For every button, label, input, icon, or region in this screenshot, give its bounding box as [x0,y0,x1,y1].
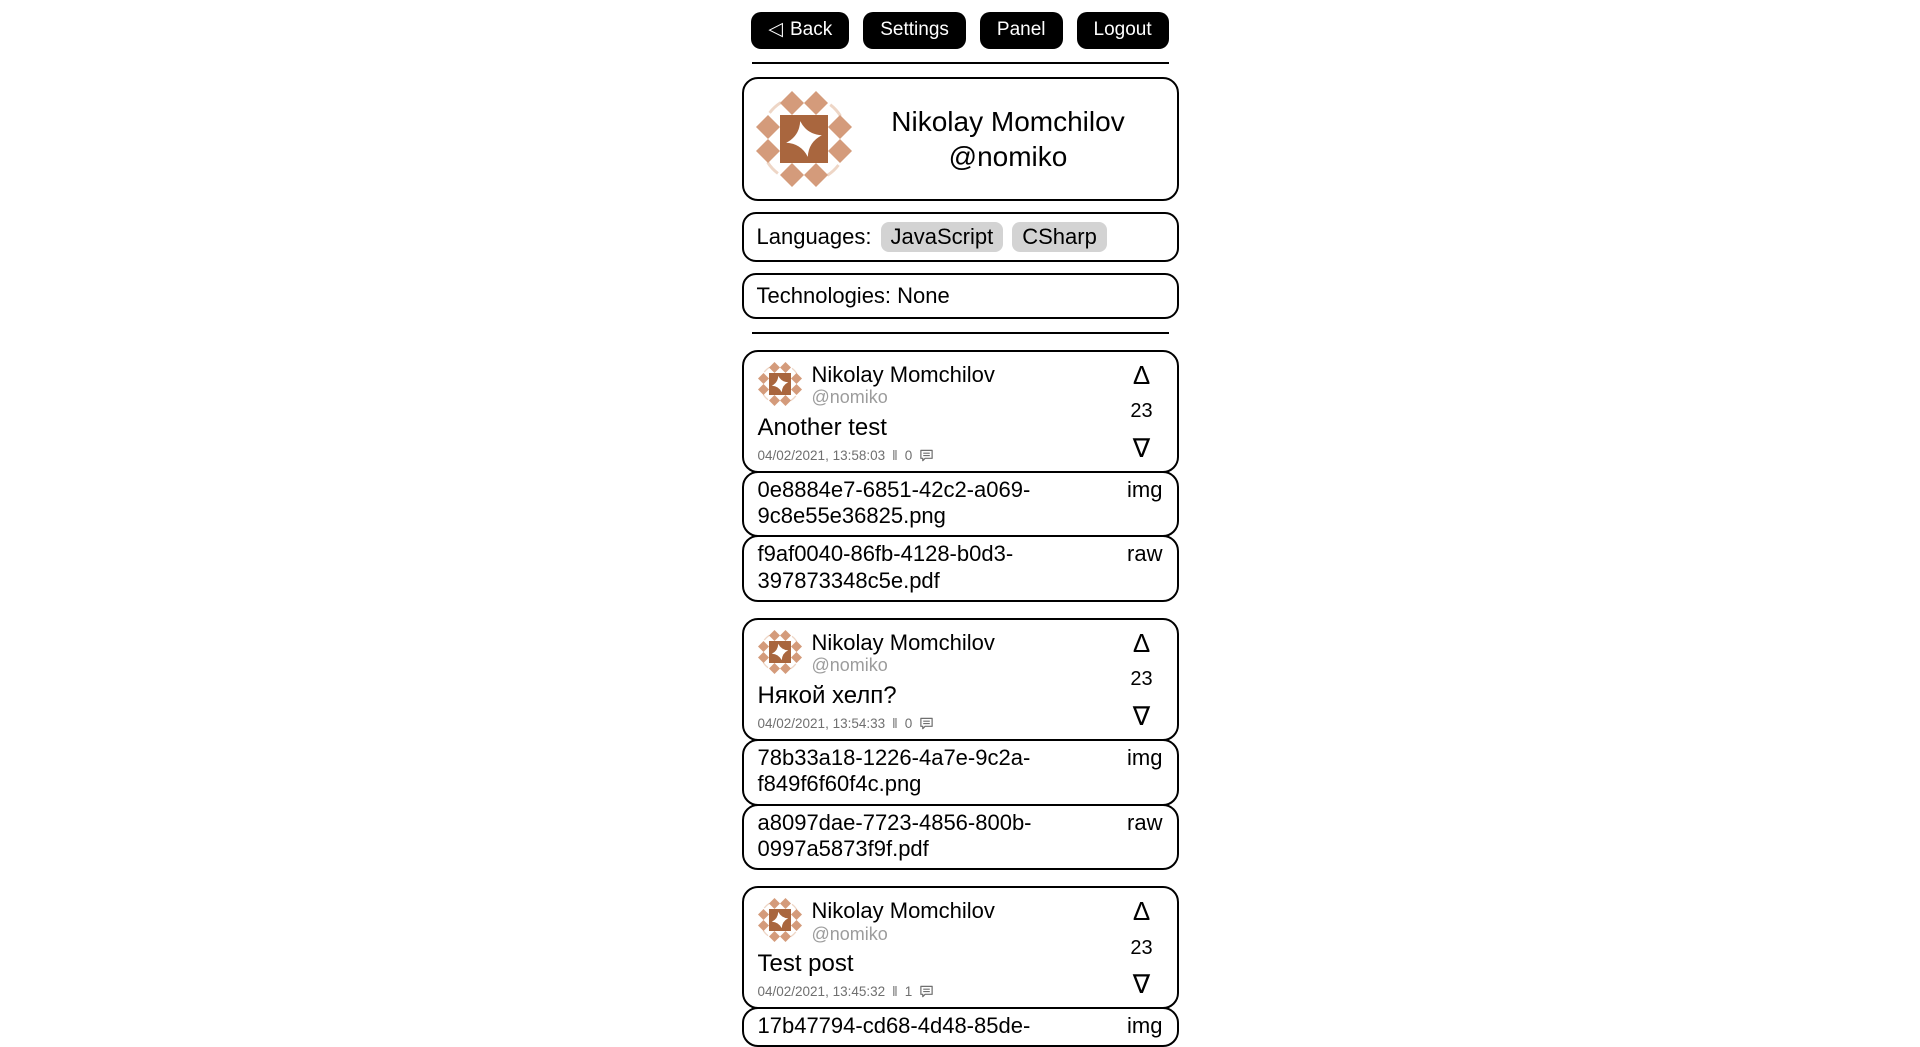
comment-icon [919,448,934,463]
post-author: Nikolay Momchilov @nomiko [812,362,995,409]
post-author-name: Nikolay Momchilov [811,898,995,924]
meta-separator: ‖ [892,984,898,1000]
languages-card: Languages: JavaScript CSharp [741,211,1179,262]
post-author-handle: @nomiko [811,655,888,676]
post-author: Nikolay Momchilov @nomiko [812,630,995,677]
logout-button[interactable]: Logout [1076,12,1169,49]
attachment-type-badge: raw [1127,541,1163,567]
attachment-row[interactable]: a8097dae-7723-4856-800b-0997a5873f9f.pdf… [741,803,1179,871]
vote-box: Δ 23 ∇ [1123,630,1161,729]
post-title: Някой хелп? [757,682,897,710]
profile-handle: @nomiko [948,140,1068,172]
vote-box: Δ 23 ∇ [1123,898,1161,997]
comment-count: 0 [904,715,913,731]
profile-page: ◁ Back Settings Panel Logout Nikolay Momc… [741,0,1179,1047]
profile-names: Nikolay Momchilov @nomiko [852,104,1165,174]
toolbar: ◁ Back Settings Panel Logout [742,12,1179,49]
post-header: Nikolay Momchilov @nomiko [758,630,1163,677]
profile-name: Nikolay Momchilov [891,105,1125,137]
attachment-filename: f9af0040-86fb-4128-b0d3-397873348c5e.pdf [757,541,1014,593]
technologies-card: Technologies: None [741,272,1179,319]
attachment-row[interactable]: 78b33a18-1226-4a7e-9c2a-f849f6f60f4c.png… [741,738,1179,806]
upvote-button[interactable]: Δ [1132,359,1151,390]
post: Nikolay Momchilov @nomiko Някой хелп? 04… [741,618,1179,871]
vote-count: 23 [1130,936,1153,959]
post-header: Nikolay Momchilov @nomiko [758,898,1163,945]
user-avatar-icon [756,91,852,187]
panel-button[interactable]: Panel [979,12,1063,49]
back-button-label: Back [789,19,833,40]
back-button[interactable]: ◁ Back [751,12,850,49]
upvote-button[interactable]: Δ [1132,628,1151,659]
attachment-type-badge: img [1127,476,1163,502]
post-title: Test post [757,950,854,978]
comment-icon [919,984,934,999]
post-meta: 04/02/2021, 13:54:33 ‖ 0 [758,716,1163,731]
post-timestamp: 04/02/2021, 13:45:32 [757,984,886,1000]
upvote-button[interactable]: Δ [1132,896,1151,927]
language-badge-csharp: CSharp [1012,221,1107,252]
divider-top [751,61,1169,64]
post-meta: 04/02/2021, 13:58:03 ‖ 0 [758,448,1163,463]
attachment-row[interactable]: f9af0040-86fb-4128-b0d3-397873348c5e.pdf… [741,535,1179,603]
vote-count: 23 [1130,400,1153,423]
attachment-filename: 17b47794-cd68-4d48-85de- [757,1013,1031,1039]
meta-separator: ‖ [892,447,898,463]
post-author-handle: @nomiko [811,387,888,408]
back-icon: ◁ [768,19,783,40]
profile-card: Nikolay Momchilov @nomiko [741,76,1179,201]
vote-count: 23 [1130,668,1153,691]
downvote-button[interactable]: ∇ [1132,432,1151,463]
attachment-row[interactable]: 17b47794-cd68-4d48-85de- img [741,1007,1179,1047]
technologies-label: Technologies: None [756,282,950,308]
post-timestamp: 04/02/2021, 13:58:03 [757,447,886,463]
post-author-handle: @nomiko [811,923,888,944]
posts-list: Nikolay Momchilov @nomiko Another test 0… [741,349,1179,1047]
attachment-type-badge: raw [1127,809,1163,835]
language-badge-javascript: JavaScript [880,221,1004,252]
attachment-type-badge: img [1127,1013,1163,1039]
divider-posts [751,331,1169,334]
post-author-name: Nikolay Momchilov [811,630,995,656]
post-author: Nikolay Momchilov @nomiko [812,898,995,945]
post-meta: 04/02/2021, 13:45:32 ‖ 1 [758,984,1163,999]
post-timestamp: 04/02/2021, 13:54:33 [757,715,886,731]
attachment-filename: 78b33a18-1226-4a7e-9c2a-f849f6f60f4c.png [757,744,1031,797]
languages-label: Languages: [756,223,872,249]
post-title: Another test [757,413,887,441]
attachment-filename: 0e8884e7-6851-42c2-a069-9c8e55e36825.png [757,476,1031,528]
meta-separator: ‖ [892,715,898,731]
post-card[interactable]: Nikolay Momchilov @nomiko Някой хелп? 04… [741,618,1179,741]
post: Nikolay Momchilov @nomiko Test post 04/0… [741,886,1179,1047]
attachment-type-badge: img [1127,744,1163,770]
post-card[interactable]: Nikolay Momchilov @nomiko Another test 0… [741,349,1179,473]
user-avatar-icon [758,362,802,406]
post-card[interactable]: Nikolay Momchilov @nomiko Test post 04/0… [741,886,1179,1010]
attachment-filename: a8097dae-7723-4856-800b-0997a5873f9f.pdf [757,809,1032,861]
vote-box: Δ 23 ∇ [1123,362,1161,461]
downvote-button[interactable]: ∇ [1132,969,1151,1000]
comment-count: 1 [904,984,913,1000]
comment-count: 0 [904,447,913,463]
user-avatar-icon [758,630,802,674]
attachment-row[interactable]: 0e8884e7-6851-42c2-a069-9c8e55e36825.png… [741,470,1179,538]
comment-icon [919,716,934,731]
post-author-name: Nikolay Momchilov [811,361,995,387]
post-header: Nikolay Momchilov @nomiko [758,361,1163,409]
post: Nikolay Momchilov @nomiko Another test 0… [741,349,1179,603]
settings-button[interactable]: Settings [863,12,966,49]
downvote-button[interactable]: ∇ [1132,700,1151,731]
user-avatar-icon [758,898,802,942]
